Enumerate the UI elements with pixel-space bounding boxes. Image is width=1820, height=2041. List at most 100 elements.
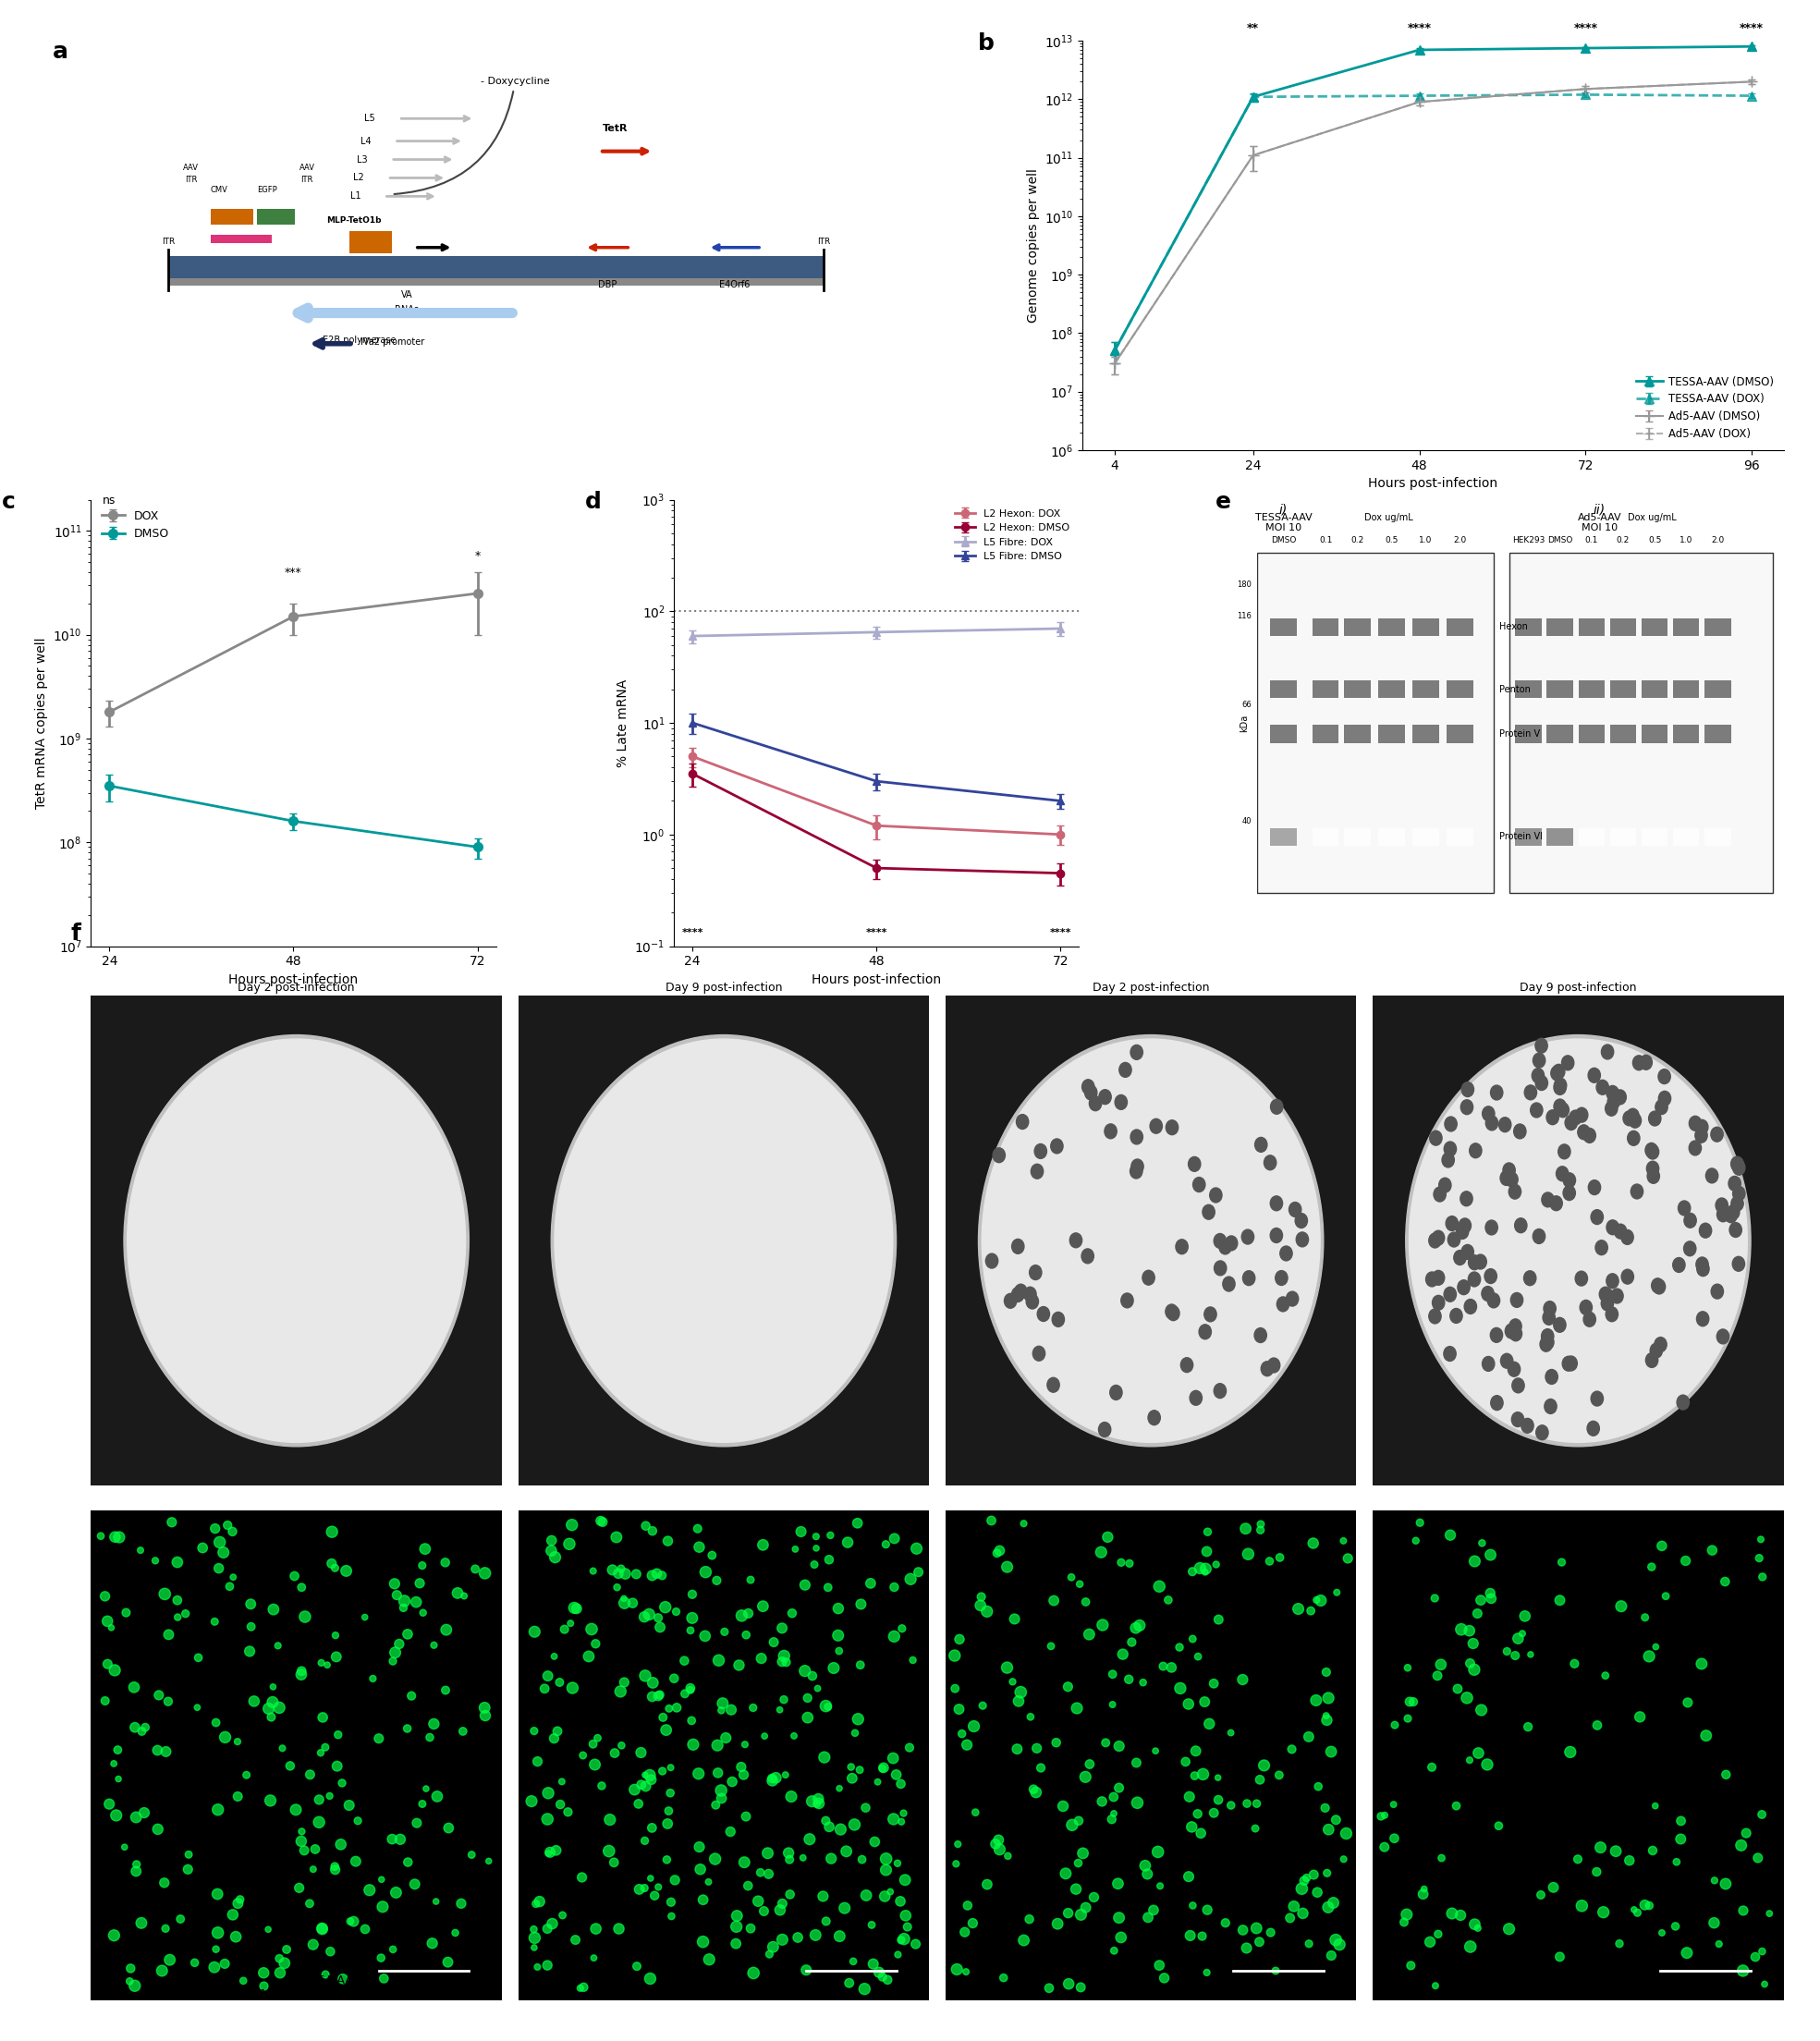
Point (1188, 1921, 1218, 1953)
FancyBboxPatch shape (1705, 618, 1731, 637)
Point (1105, 1902, 1134, 1935)
Legend: L2 Hexon: DOX, L2 Hexon: DMSO, L5 Fibre: DOX, L5 Fibre: DMSO: L2 Hexon: DOX, L2 Hexon: DMSO, L5 Fibre:… (950, 504, 1074, 565)
Point (1130, 1849, 1159, 1882)
Point (966, 1590, 996, 1623)
Point (440, 1916, 470, 1949)
Point (288, 1825, 317, 1857)
Circle shape (1731, 1157, 1744, 1172)
Circle shape (1425, 1272, 1438, 1286)
Point (872, 1853, 901, 1886)
Point (730, 1845, 759, 1878)
Point (1545, 1584, 1574, 1616)
Point (1016, 1700, 1045, 1733)
Point (630, 1872, 659, 1904)
Point (1006, 1676, 1036, 1708)
Point (317, 1547, 346, 1580)
Title: Day 2 post-infection: Day 2 post-infection (1092, 982, 1210, 994)
FancyBboxPatch shape (257, 208, 295, 225)
Point (180, 1947, 209, 1980)
Point (952, 1955, 981, 1988)
FancyBboxPatch shape (1270, 618, 1296, 637)
Point (377, 1823, 406, 1855)
Point (637, 1680, 666, 1712)
Point (1150, 1961, 1179, 1994)
Point (1591, 1659, 1620, 1692)
Point (522, 1951, 551, 1984)
Point (852, 1880, 881, 1912)
Point (1454, 1614, 1483, 1647)
Point (843, 1506, 872, 1539)
Point (704, 1645, 733, 1678)
Point (470, 1557, 499, 1590)
Point (300, 1833, 329, 1865)
Point (295, 1757, 324, 1790)
Point (804, 1788, 834, 1821)
Point (710, 1616, 739, 1649)
Circle shape (1219, 1239, 1232, 1255)
Point (1476, 1582, 1505, 1614)
Point (1467, 1694, 1496, 1727)
Point (519, 1931, 548, 1963)
Point (1143, 1835, 1172, 1868)
Point (562, 1592, 592, 1625)
Point (144, 1735, 173, 1768)
Title: Day 9 post-infection: Day 9 post-infection (1520, 982, 1636, 994)
Point (315, 1780, 344, 1812)
Point (155, 1943, 184, 1976)
Point (1043, 1908, 1072, 1941)
Point (1278, 1733, 1307, 1765)
Circle shape (1203, 1204, 1214, 1218)
Point (537, 1908, 566, 1941)
Point (1132, 1857, 1161, 1890)
Point (419, 1708, 448, 1741)
Point (890, 1923, 919, 1955)
Circle shape (1465, 1300, 1476, 1314)
Circle shape (981, 1039, 1320, 1443)
Text: E2B polymerase: E2B polymerase (322, 335, 395, 345)
Point (717, 1765, 746, 1798)
Circle shape (1500, 1116, 1511, 1133)
Point (602, 1521, 632, 1553)
Circle shape (1214, 1384, 1227, 1398)
Point (470, 1692, 499, 1725)
Point (599, 1553, 628, 1586)
Legend: DOX, DMSO: DOX, DMSO (96, 506, 173, 545)
Circle shape (1689, 1116, 1702, 1131)
Point (1640, 1790, 1669, 1823)
Circle shape (1536, 1039, 1547, 1053)
Point (1727, 1829, 1756, 1861)
Point (258, 1670, 288, 1702)
Circle shape (1505, 1325, 1518, 1339)
Circle shape (1676, 1394, 1689, 1410)
Point (1121, 1612, 1150, 1645)
Point (541, 1641, 570, 1674)
Point (1409, 1874, 1438, 1906)
Point (652, 1590, 681, 1623)
Point (790, 1655, 819, 1688)
Point (657, 1751, 686, 1784)
Point (688, 1925, 717, 1957)
Point (557, 1508, 586, 1541)
Text: 1.0: 1.0 (1420, 537, 1432, 545)
Point (1087, 1786, 1116, 1819)
Point (768, 1645, 797, 1678)
Point (1054, 1968, 1083, 2000)
Point (304, 1806, 333, 1839)
Point (140, 1545, 169, 1578)
Circle shape (1705, 1167, 1718, 1184)
Point (1123, 1786, 1152, 1819)
Point (1190, 1686, 1219, 1719)
Point (1401, 1525, 1431, 1557)
Point (1194, 1708, 1223, 1741)
Point (408, 1596, 437, 1629)
Point (639, 1665, 668, 1698)
Circle shape (1429, 1308, 1441, 1325)
Point (1700, 1863, 1729, 1896)
Point (886, 1806, 915, 1839)
Circle shape (1026, 1294, 1039, 1308)
Point (770, 1684, 799, 1716)
Point (1210, 1906, 1239, 1939)
Point (96, 1610, 126, 1643)
Point (843, 1702, 872, 1735)
Point (755, 1937, 784, 1970)
